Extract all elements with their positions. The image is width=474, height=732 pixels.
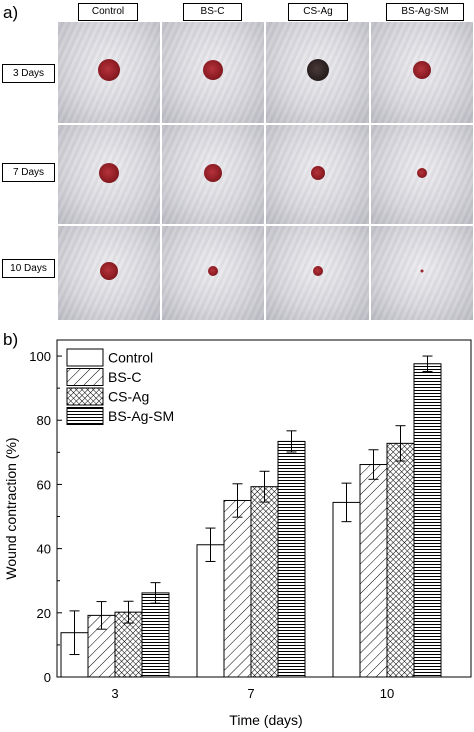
row-label-3-days: 3 Days [2,64,55,83]
bar-bs-c [223,499,252,678]
y-tick-label: 0 [44,670,51,685]
wound-photo [58,22,160,123]
wound-photo [266,22,369,123]
wound-mark [306,59,329,82]
wound-photo [266,125,369,224]
y-tick-label: 100 [29,349,51,364]
legend-swatch-bs-c [66,368,104,386]
bar-bs-ag-sm [141,592,170,678]
wound-mark [417,167,427,178]
wound-photo [371,226,473,320]
wound-mark [420,269,424,273]
legend-swatch-bs-ag-sm [66,407,104,425]
column-header-bs-c: BS-C [183,3,242,21]
panel-b-label: b) [3,330,19,349]
row-label-7-days: 7 Days [2,163,55,182]
wound-photo [371,22,473,123]
wound-photo [162,226,264,320]
wound-mark [98,59,120,82]
wound-photo [266,226,369,320]
x-tick-label: 7 [247,686,254,701]
column-header-cs-ag: CS-Ag [288,3,348,21]
wound-mark [312,266,323,277]
legend-swatch-cs-ag [66,387,104,406]
bar-control [196,544,225,678]
wound-contraction-chart: 0 20 40 60 80 100 3 7 10 Time (days) Wound contrac… [3,339,472,728]
y-tick-label: 80 [37,413,51,428]
row-label-10-days: 10 Days [2,259,55,278]
wound-mark [204,163,222,182]
wound-photo [162,125,264,224]
column-header-bs-ag-sm: BS-Ag-SM [386,3,464,21]
bar-bs-ag-sm [277,440,306,678]
wound-photo [371,125,473,224]
x-tick-label: 3 [111,686,118,701]
legend-label-bs-ag-sm: BS-Ag-SM [108,408,174,424]
bar-bs-c [359,464,388,678]
y-tick-label: 20 [37,606,51,621]
wound-mark [99,162,119,183]
wound-mark [413,61,431,80]
wound-photo [162,22,264,123]
wound-photo [58,125,160,224]
legend-swatch-control [66,348,104,367]
wound-mark [310,165,325,180]
bar-cs-ag [386,442,415,678]
legend-label-cs-ag: CS-Ag [108,389,149,405]
column-header-control: Control [78,3,138,21]
wound-photo [58,226,160,320]
bar-bs-ag-sm [413,363,442,678]
wound-mark [203,60,223,81]
legend-label-bs-c: BS-C [108,369,141,385]
x-tick-label: 10 [380,686,394,701]
y-tick-label: 40 [37,542,51,557]
panel-a-label: a) [3,3,19,22]
x-axis-label: Time (days) [229,712,302,728]
bar-control [332,501,361,678]
bar-cs-ag [250,486,279,678]
wound-mark [208,266,218,277]
wound-mark [100,262,118,281]
y-tick-label: 60 [37,477,51,492]
y-axis-label: Wound contraction (%) [3,437,19,579]
legend-label-control: Control [108,350,153,366]
